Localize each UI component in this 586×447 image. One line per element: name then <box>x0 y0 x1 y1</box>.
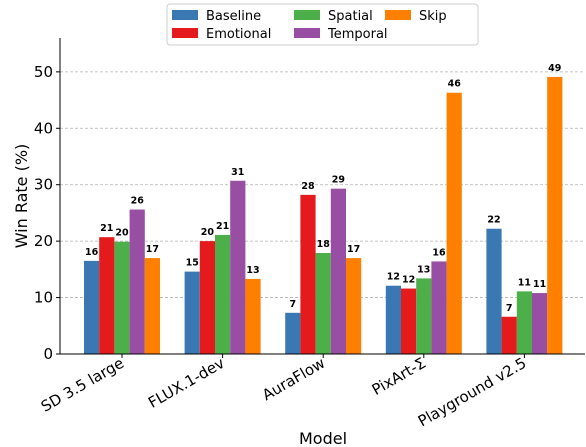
axes <box>59 38 585 355</box>
x-tick-label-3: PixArt-Σ <box>369 354 429 399</box>
bar-temporal-1 <box>230 180 246 354</box>
legend-label-emotional: Emotional <box>206 27 271 42</box>
data-label-baseline-1: 15 <box>186 258 199 269</box>
data-label-emotional-4: 7 <box>506 303 513 314</box>
bar-temporal-4 <box>532 293 548 354</box>
data-label-spatial-4: 11 <box>518 277 531 288</box>
data-label-spatial-2: 18 <box>317 239 331 250</box>
x-tick-label-1: FLUX.1-dev <box>145 354 228 412</box>
data-label-temporal-4: 11 <box>533 279 546 290</box>
bar-emotional-4 <box>501 316 517 354</box>
x-axis-title: Model <box>299 429 347 447</box>
bar-temporal-2 <box>330 188 346 354</box>
bar-skip-3 <box>446 92 462 354</box>
y-tick-label-0: 0 <box>43 345 53 363</box>
bar-skip-1 <box>245 278 261 354</box>
y-axis-title: Win Rate (%) <box>12 144 31 249</box>
bar-baseline-0 <box>84 260 100 354</box>
legend-label-temporal: Temporal <box>327 27 388 42</box>
bars <box>84 76 563 354</box>
bar-spatial-1 <box>215 234 231 354</box>
data-label-temporal-3: 16 <box>432 247 446 258</box>
data-label-baseline-3: 12 <box>387 272 400 283</box>
bar-baseline-3 <box>385 285 401 354</box>
bar-temporal-3 <box>431 261 447 354</box>
x-tick-label-2: AuraFlow <box>259 354 328 404</box>
data-label-baseline-4: 22 <box>487 215 500 226</box>
data-label-skip-4: 49 <box>548 63 561 74</box>
data-label-skip-3: 46 <box>448 79 462 90</box>
data-label-emotional-0: 21 <box>100 223 113 234</box>
y-tick-label-20: 20 <box>34 232 53 250</box>
bar-spatial-3 <box>416 278 432 354</box>
y-tick-label-30: 30 <box>34 176 53 194</box>
legend: Baseline Emotional Spatial Temporal Skip <box>166 3 479 46</box>
legend-swatch-spatial <box>294 10 320 20</box>
legend-label-spatial: Spatial <box>328 9 373 24</box>
bar-baseline-2 <box>285 312 301 354</box>
bar-emotional-2 <box>300 194 316 354</box>
bar-emotional-1 <box>199 241 215 354</box>
legend-label-skip: Skip <box>419 9 447 24</box>
data-label-skip-0: 17 <box>146 244 159 255</box>
legend-swatch-skip <box>385 10 411 20</box>
bar-baseline-4 <box>486 228 502 354</box>
y-ticks: 0 10 20 30 40 50 <box>34 63 60 363</box>
y-tick-label-10: 10 <box>34 289 53 307</box>
x-tick-label-4: Playground v2.5 <box>415 354 530 431</box>
data-label-spatial-0: 20 <box>115 228 129 239</box>
data-label-skip-1: 13 <box>246 265 259 276</box>
bar-baseline-1 <box>184 271 200 354</box>
data-label-temporal-1: 31 <box>231 167 244 178</box>
legend-swatch-emotional <box>172 28 198 38</box>
bar-emotional-3 <box>401 288 417 354</box>
bar-temporal-0 <box>129 209 145 354</box>
legend-label-baseline: Baseline <box>206 9 261 24</box>
bar-skip-0 <box>144 258 160 354</box>
bar-spatial-0 <box>114 241 130 354</box>
data-label-spatial-3: 13 <box>417 264 430 275</box>
data-label-temporal-2: 29 <box>332 175 345 186</box>
data-label-skip-2: 17 <box>347 244 360 255</box>
y-tick-label-40: 40 <box>34 119 53 137</box>
bar-spatial-2 <box>315 252 331 354</box>
data-label-emotional-1: 20 <box>201 227 215 238</box>
bar-spatial-4 <box>516 291 532 354</box>
bar-skip-4 <box>547 76 563 354</box>
bar-emotional-0 <box>99 237 115 354</box>
data-label-baseline-2: 7 <box>289 299 296 310</box>
data-label-spatial-1: 21 <box>216 221 229 232</box>
data-label-temporal-0: 26 <box>131 196 145 207</box>
legend-swatch-temporal <box>294 28 320 38</box>
data-label-emotional-3: 12 <box>402 275 415 286</box>
legend-swatch-baseline <box>172 10 198 20</box>
y-tick-label-50: 50 <box>34 63 53 81</box>
x-tick-label-0: SD 3.5 large <box>38 354 127 416</box>
bar-skip-2 <box>346 258 362 354</box>
data-label-emotional-2: 28 <box>301 181 315 192</box>
x-ticks: SD 3.5 large FLUX.1-dev AuraFlow PixArt-ΣPl… <box>38 354 529 431</box>
data-label-baseline-0: 16 <box>85 247 99 258</box>
